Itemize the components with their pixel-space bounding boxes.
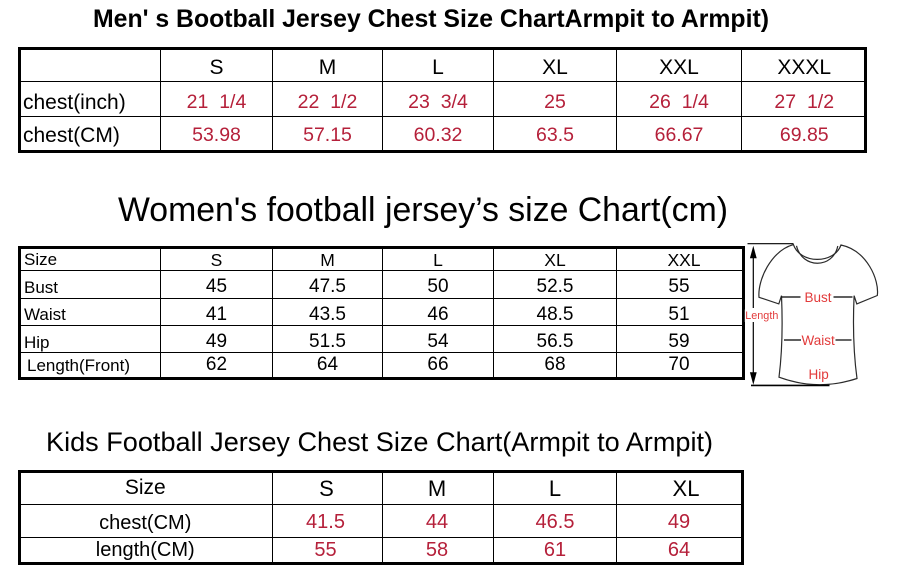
svg-text:Waist: Waist — [802, 333, 835, 348]
svg-text:Bust: Bust — [805, 290, 832, 305]
svg-text:Hip: Hip — [809, 367, 829, 382]
svg-text:Length: Length — [745, 310, 778, 322]
